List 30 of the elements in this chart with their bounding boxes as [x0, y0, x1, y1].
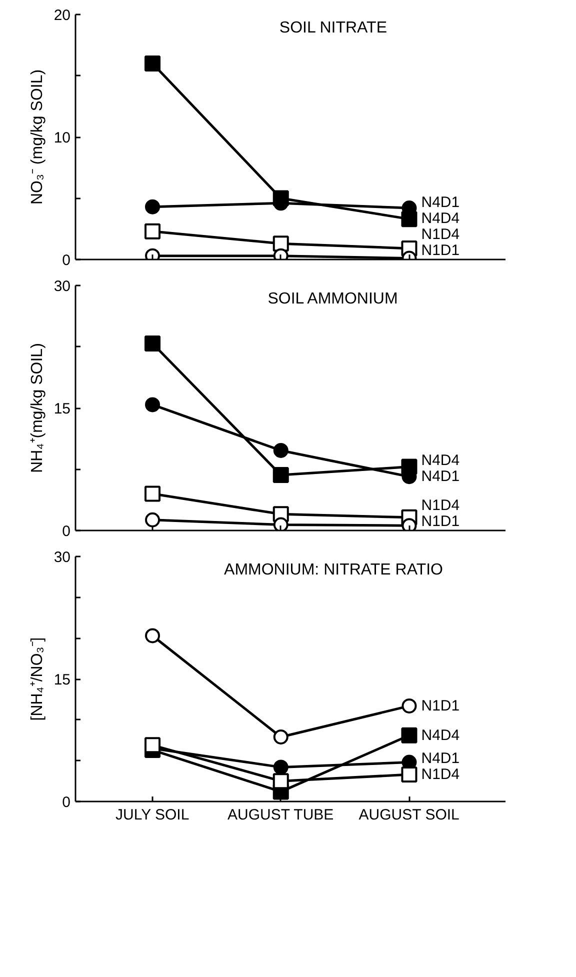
y-tick-label: 10: [54, 130, 71, 146]
series-label: N4D4: [421, 210, 460, 227]
y-axis-title: NO₃⁻ (mg/kg SOIL): [28, 69, 46, 205]
y-axis-title: [NH₄⁺/NO₃⁻]: [28, 637, 46, 721]
y-tick-label: 30: [54, 549, 71, 566]
x-tick-label: AUGUST SOIL: [358, 806, 460, 824]
x-tick-label: JULY SOIL: [116, 806, 190, 824]
y-tick-label: 15: [54, 400, 71, 418]
series-label: N4D1: [421, 468, 460, 486]
legend-label: N1D1: [421, 242, 460, 259]
series-label: N4D1: [421, 750, 460, 768]
chart-title: SOIL AMMONIUM: [268, 290, 398, 308]
series-label: N4D4: [421, 452, 460, 470]
series-label: N4D1: [421, 194, 460, 211]
y-tick-label: 30: [54, 278, 71, 295]
legend-label: N1D1: [421, 513, 460, 530]
series-label: N1D4: [421, 226, 460, 243]
series-label: N4D4: [421, 726, 460, 744]
y-axis-title: NH₄⁺(mg/kg SOIL): [28, 343, 46, 473]
x-tick-label: AUGUST TUBE: [228, 806, 334, 824]
series-label: N1D4: [421, 766, 460, 784]
y-tick-label: 0: [62, 252, 70, 269]
y-tick-label: 15: [54, 672, 71, 688]
y-tick-label: 20: [54, 7, 71, 24]
y-tick-label: 0: [62, 523, 70, 540]
chart-title: AMMONIUM: NITRATE RATIO: [224, 562, 443, 578]
chart-title: SOIL NITRATE: [279, 20, 387, 36]
y-tick-label: 0: [62, 794, 70, 811]
series-label: N1D4: [421, 497, 460, 514]
series-label: N1D1: [421, 697, 460, 714]
